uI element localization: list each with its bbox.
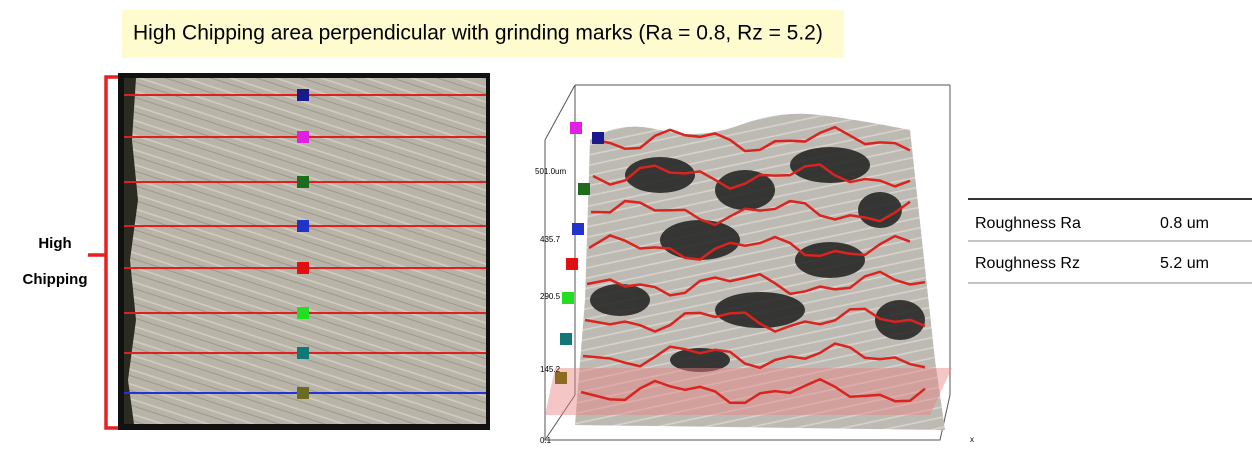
table-cell: 0.8 um [1160, 215, 1209, 232]
axis-label: x [970, 435, 974, 444]
roughness-table: Roughness Ra 0.8 um Roughness Rz 5.2 um [968, 199, 1252, 283]
profile-marker [297, 220, 309, 232]
profile-marker [566, 258, 578, 270]
profile-marker [562, 292, 574, 304]
profile-marker [572, 223, 584, 235]
profile-marker [592, 132, 604, 144]
profile-marker [578, 183, 590, 195]
profile-marker [297, 307, 309, 319]
axis-label: 290.5 [540, 292, 561, 301]
profile-marker [297, 176, 309, 188]
profile-marker [297, 347, 309, 359]
profile-marker [297, 262, 309, 274]
side-label: High [38, 235, 71, 252]
profile-marker [560, 333, 572, 345]
table-cell: Roughness Ra [975, 215, 1081, 232]
profile-marker [297, 387, 309, 399]
title: High Chipping area perpendicular with gr… [133, 22, 823, 45]
table-cell: Roughness Rz [975, 255, 1080, 272]
bracket [88, 77, 118, 428]
profile-marker [555, 372, 567, 384]
page: {"title": "High Chipping area perpendicu… [0, 0, 1252, 452]
profile-marker [570, 122, 582, 134]
slide: High Chipping area perpendicular with gr… [0, 0, 1252, 452]
micrograph [118, 73, 490, 430]
side-label: Chipping [23, 271, 88, 288]
surface-plot: 501.0um 435.7 290.5 145.2 0.1 x [535, 85, 974, 445]
axis-label: 501.0um [535, 167, 566, 176]
axis-label: 435.7 [540, 235, 561, 244]
table-cell: 5.2 um [1160, 255, 1209, 272]
profile-marker [297, 131, 309, 143]
profile-marker [297, 89, 309, 101]
axis-label: 0.1 [540, 436, 552, 445]
